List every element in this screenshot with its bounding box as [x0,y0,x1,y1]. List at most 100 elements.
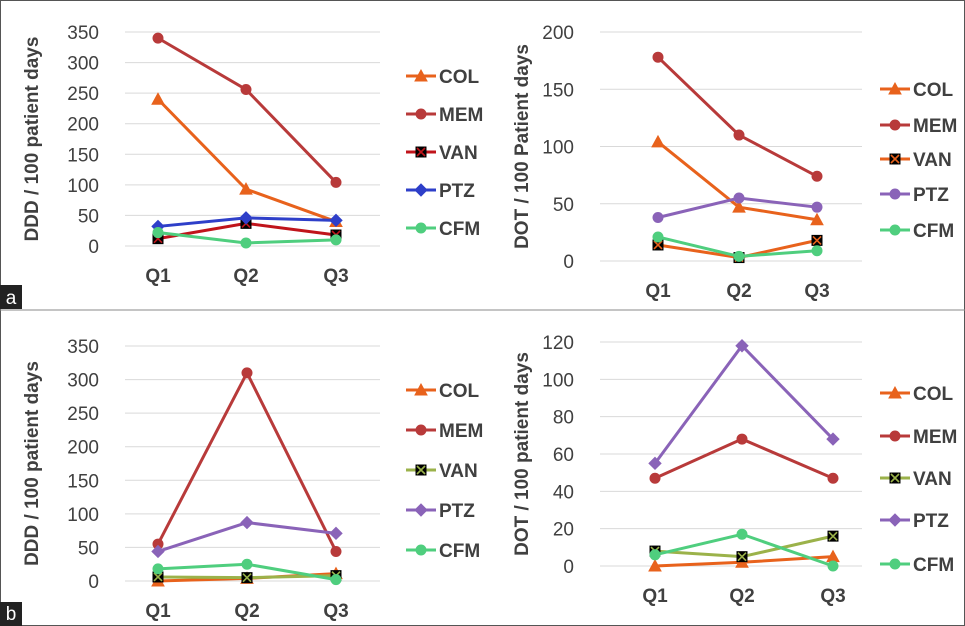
data-point-ptz [735,339,749,353]
x-tick-label: Q3 [323,266,348,287]
data-point-ptz [329,213,343,228]
data-point-cfm [240,237,252,249]
x-tick-label: Q2 [729,586,754,607]
data-point-ptz [240,515,254,530]
x-tick-label: Q1 [642,586,668,607]
y-tick-label: 0 [563,557,574,578]
y-tick-label: 50 [78,538,99,559]
y-tick-label: 100 [542,370,574,391]
y-axis-title: DDD / 100 patient days [22,37,43,242]
data-point-col [732,200,746,213]
data-point-van [241,572,253,584]
legend-label-ptz: PTZ [439,181,475,202]
x-tick-label: Q3 [820,586,845,607]
legend-label-cfm: CFM [913,221,954,242]
data-point-mem [241,367,253,379]
panel-a-letter: a [6,288,17,309]
y-tick-label: 350 [67,337,99,358]
data-point-col [651,134,665,148]
data-point-ptz [648,456,662,471]
data-point-cfm [330,234,342,246]
legend-marker-mem [889,430,901,442]
data-point-col [810,212,824,226]
data-point-van-cross [242,573,252,583]
x-tick-label: Q2 [234,601,259,622]
y-tick-label: 200 [542,23,574,44]
data-point-col [239,182,253,195]
legend-marker-cfm [889,558,901,570]
data-point-col [151,92,165,105]
legend-label-cfm: CFM [913,555,954,576]
legend-marker-col [888,81,902,95]
data-point-mem [649,472,661,484]
data-point-cfm [811,245,823,257]
legend-marker-mem [415,424,427,436]
x-tick-label: Q1 [145,601,171,622]
x-tick-label: Q2 [726,281,751,302]
data-point-cfm [827,560,839,572]
legend-marker-ptz [888,513,902,527]
legend-label-van: VAN [439,461,478,482]
data-point-mem [330,176,342,188]
legend-label-col: COL [439,381,480,402]
y-axis-title: DDD / 100 patient days [22,361,43,566]
data-point-van [827,530,839,542]
legend-marker-van [889,472,901,484]
y-tick-label: 0 [88,572,99,593]
data-point-ptz [811,201,823,213]
x-tick-label: Q1 [645,281,671,302]
y-tick-label: 250 [67,404,99,425]
data-point-cfm [736,528,748,540]
legend-label-mem: MEM [913,116,957,137]
legend-marker-van-cross [416,147,426,157]
data-point-mem [330,545,342,557]
y-tick-label: 200 [67,438,99,459]
y-tick-label: 60 [553,445,574,466]
data-point-ptz [329,526,343,541]
data-point-van-cross [737,552,747,562]
legend-marker-col [414,382,428,396]
data-point-mem [652,51,664,63]
y-tick-label: 100 [67,176,99,197]
legend-marker-mem [889,119,901,131]
legend-marker-col [888,385,902,399]
y-tick-label: 20 [553,520,574,541]
y-tick-label: 120 [542,333,574,354]
y-tick-label: 350 [67,23,99,44]
legend-label-van: VAN [913,469,952,490]
legend-marker-ptz [414,503,428,517]
legend-label-col: COL [913,384,954,405]
y-tick-label: 100 [542,138,574,159]
y-tick-label: 80 [553,408,574,429]
y-tick-label: 150 [67,471,99,492]
legend-label-van: VAN [439,143,478,164]
y-tick-label: 150 [542,80,574,101]
legend-label-mem: MEM [439,105,483,126]
data-point-mem [811,170,823,182]
data-point-van [736,551,748,563]
data-point-cfm [241,558,253,570]
data-point-ptz [826,432,840,446]
legend-label-ptz: PTZ [439,501,475,522]
data-point-ptz [733,192,745,204]
y-tick-label: 0 [88,237,99,258]
y-tick-label: 300 [67,54,99,75]
data-point-van-cross [828,531,838,541]
legend-label-mem: MEM [913,427,957,448]
legend-marker-cfm [889,224,901,236]
legend-marker-van [415,464,427,476]
y-tick-label: 300 [67,371,99,392]
legend-marker-ptz [889,188,901,200]
data-point-ptz [151,544,165,559]
data-point-van-cross [653,240,663,250]
legend-marker-van-cross [416,465,426,475]
y-tick-label: 0 [563,252,574,273]
chart-b-dot: 0 20 40 60 80 100 120 Q1 Q2 Q3 DOT / 100 patient d… [512,333,957,607]
data-point-cfm [330,574,342,586]
data-point-van-cross [812,235,822,245]
legend-label-mem: MEM [439,421,483,442]
legend-marker-ptz [414,183,428,197]
panel-b-letter: b [6,604,17,625]
y-tick-label: 50 [78,206,99,227]
